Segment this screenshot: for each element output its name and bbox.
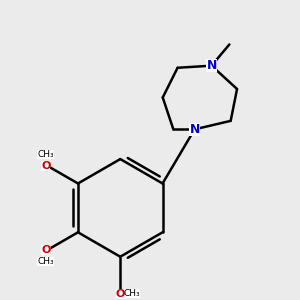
Text: O: O xyxy=(41,161,50,171)
Text: N: N xyxy=(206,59,217,72)
Text: N: N xyxy=(189,123,200,136)
Text: O: O xyxy=(41,161,50,171)
Text: N: N xyxy=(189,123,200,136)
Text: CH₃: CH₃ xyxy=(38,150,54,159)
Text: O: O xyxy=(41,245,50,255)
Text: CH₃: CH₃ xyxy=(38,257,54,266)
Text: N: N xyxy=(206,59,217,72)
Text: CH₃: CH₃ xyxy=(124,289,140,298)
Text: CH₃: CH₃ xyxy=(38,257,54,266)
Text: O: O xyxy=(116,289,125,299)
Text: CH₃: CH₃ xyxy=(124,289,140,298)
Text: O: O xyxy=(41,245,50,255)
Text: O: O xyxy=(116,289,125,299)
Text: CH₃: CH₃ xyxy=(38,150,54,159)
